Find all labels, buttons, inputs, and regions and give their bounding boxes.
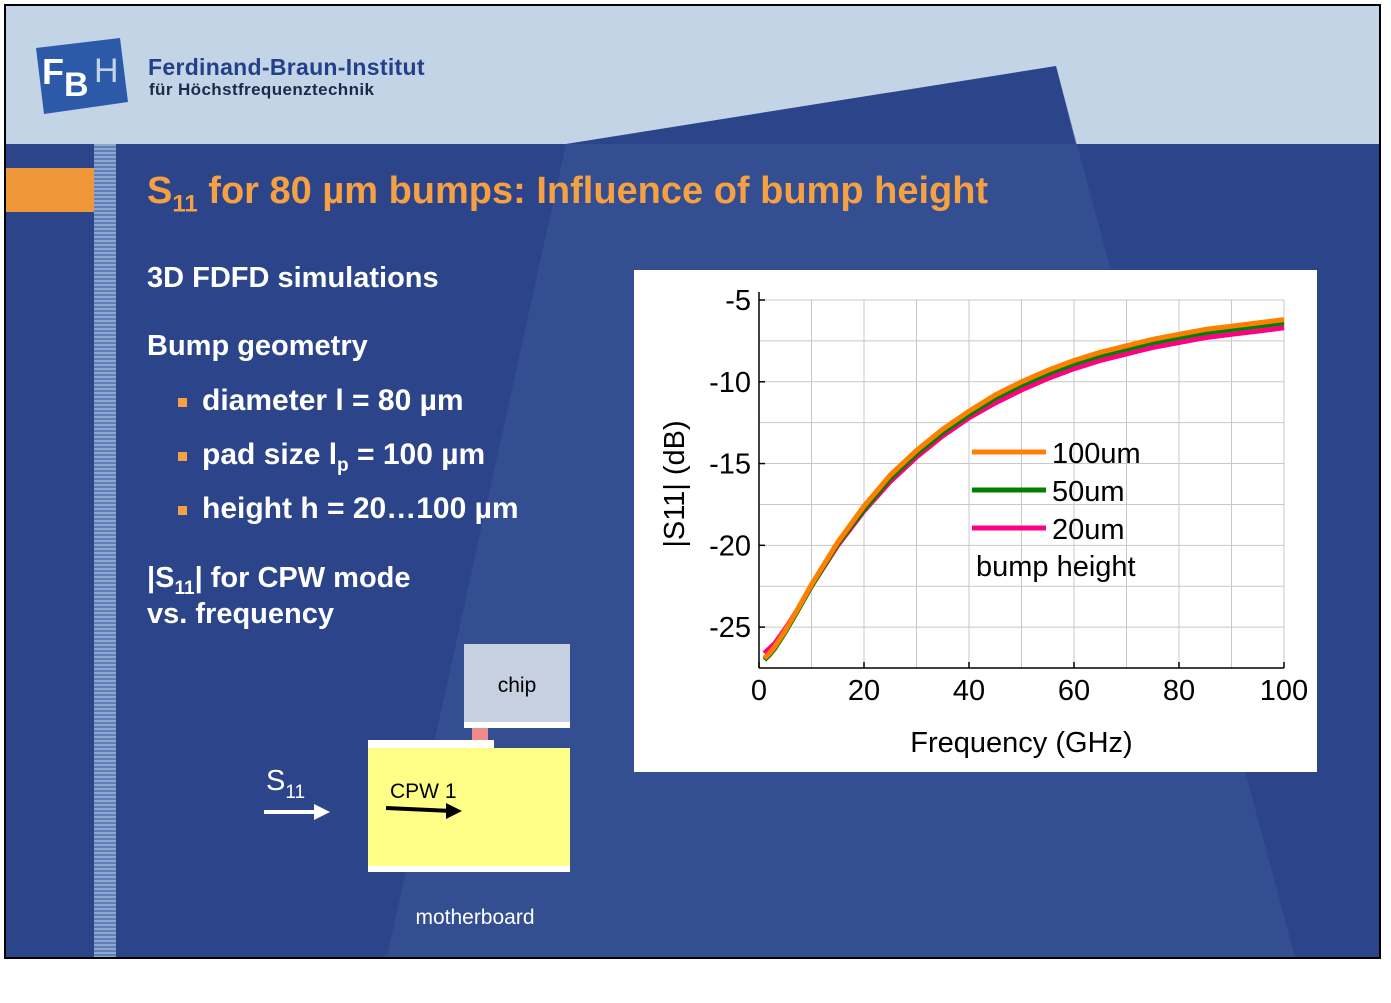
slide: F B H Ferdinand-Braun-Institut für Höchs…	[4, 4, 1381, 959]
bullet-pad-size: pad size lp = 100 µm	[202, 438, 485, 477]
title-subscript: 11	[172, 190, 198, 218]
board-top-edge	[368, 740, 494, 748]
y-tick-label: -10	[709, 367, 751, 399]
y-tick-label: -15	[709, 449, 751, 481]
legend-label-20um: 20um	[1052, 514, 1125, 546]
legend-title: bump height	[976, 551, 1136, 583]
board-bottom-edge	[368, 866, 570, 872]
slide-title: S11 for 80 µm bumps: Influence of bump h…	[147, 170, 988, 219]
x-axis-title: Frequency (GHz)	[910, 727, 1132, 759]
accent-bar	[6, 168, 94, 212]
title-rest: for 80 µm bumps: Influence of bump heigh…	[197, 170, 989, 212]
title-prefix: S	[147, 170, 173, 212]
cpw-label: CPW 1	[390, 780, 457, 803]
x-tick-label: 20	[848, 675, 880, 707]
decorative-stripe	[94, 144, 116, 957]
y-tick-label: -5	[725, 285, 751, 317]
header-band	[6, 6, 1379, 144]
cpw-arrow-head	[446, 803, 462, 819]
s-subscript: 11	[285, 782, 305, 803]
x-tick-label: 0	[751, 675, 767, 707]
s-letter: S	[266, 765, 285, 797]
y-tick-label: -20	[709, 530, 751, 562]
chart-panel: 0 20 40 60 80 100 -5 -10 -15 -20 -25 Frequency (GHz…	[634, 270, 1317, 772]
bullet-marker	[178, 452, 187, 461]
cpw-arrow-line	[385, 806, 453, 813]
bump-geometry-heading: Bump geometry	[147, 330, 368, 362]
pad-size-post: = 100 µm	[348, 438, 486, 471]
x-tick-label: 40	[953, 675, 985, 707]
legend-label-50um: 50um	[1052, 476, 1125, 508]
svg-text:H: H	[94, 52, 119, 90]
bump-pad	[472, 728, 488, 742]
chip-block	[464, 644, 570, 722]
svg-text:F: F	[42, 51, 64, 92]
s11-sub: 11	[174, 577, 195, 599]
s11-heading-line2: vs. frequency	[147, 598, 334, 630]
x-tick-label: 80	[1163, 675, 1195, 707]
y-tick-label: -25	[709, 612, 751, 644]
motherboard-label: motherboard	[415, 906, 534, 929]
x-tick-label: 60	[1058, 675, 1090, 707]
bullet-height: height h = 20…100 µm	[202, 492, 519, 525]
s11-post: | for CPW mode	[194, 562, 411, 594]
chip-label: chip	[498, 674, 537, 697]
svg-text:B: B	[64, 66, 89, 104]
pad-size-sub: p	[337, 455, 349, 476]
legend-label-100um: 100um	[1052, 438, 1141, 470]
y-axis-title: |S11| (dB)	[659, 420, 691, 547]
s11-chart: 0 20 40 60 80 100 -5 -10 -15 -20 -25 Frequency (GHz…	[659, 285, 1308, 759]
bump-diagram: chip CPW 1 S11 motherboard	[264, 644, 570, 929]
series-line-100um	[762, 317, 1285, 661]
s11-port-label: S11	[266, 765, 305, 803]
simulation-method: 3D FDFD simulations	[147, 262, 439, 294]
s11-pre: |S	[147, 562, 175, 594]
port-arrow-head	[314, 804, 330, 820]
institute-subtitle: für Höchstfrequenztechnik	[149, 80, 375, 99]
chip-edge	[464, 722, 570, 728]
pad-size-pre: pad size l	[202, 438, 338, 471]
bullet-marker	[178, 398, 187, 407]
x-tick-label: 100	[1260, 675, 1308, 707]
s11-heading: |S11| for CPW mode	[147, 562, 411, 600]
fbh-logo: F B H	[36, 38, 128, 114]
bullet-diameter: diameter l = 80 µm	[202, 384, 464, 417]
bullet-marker	[178, 506, 187, 515]
institute-name: Ferdinand-Braun-Institut	[148, 54, 425, 80]
